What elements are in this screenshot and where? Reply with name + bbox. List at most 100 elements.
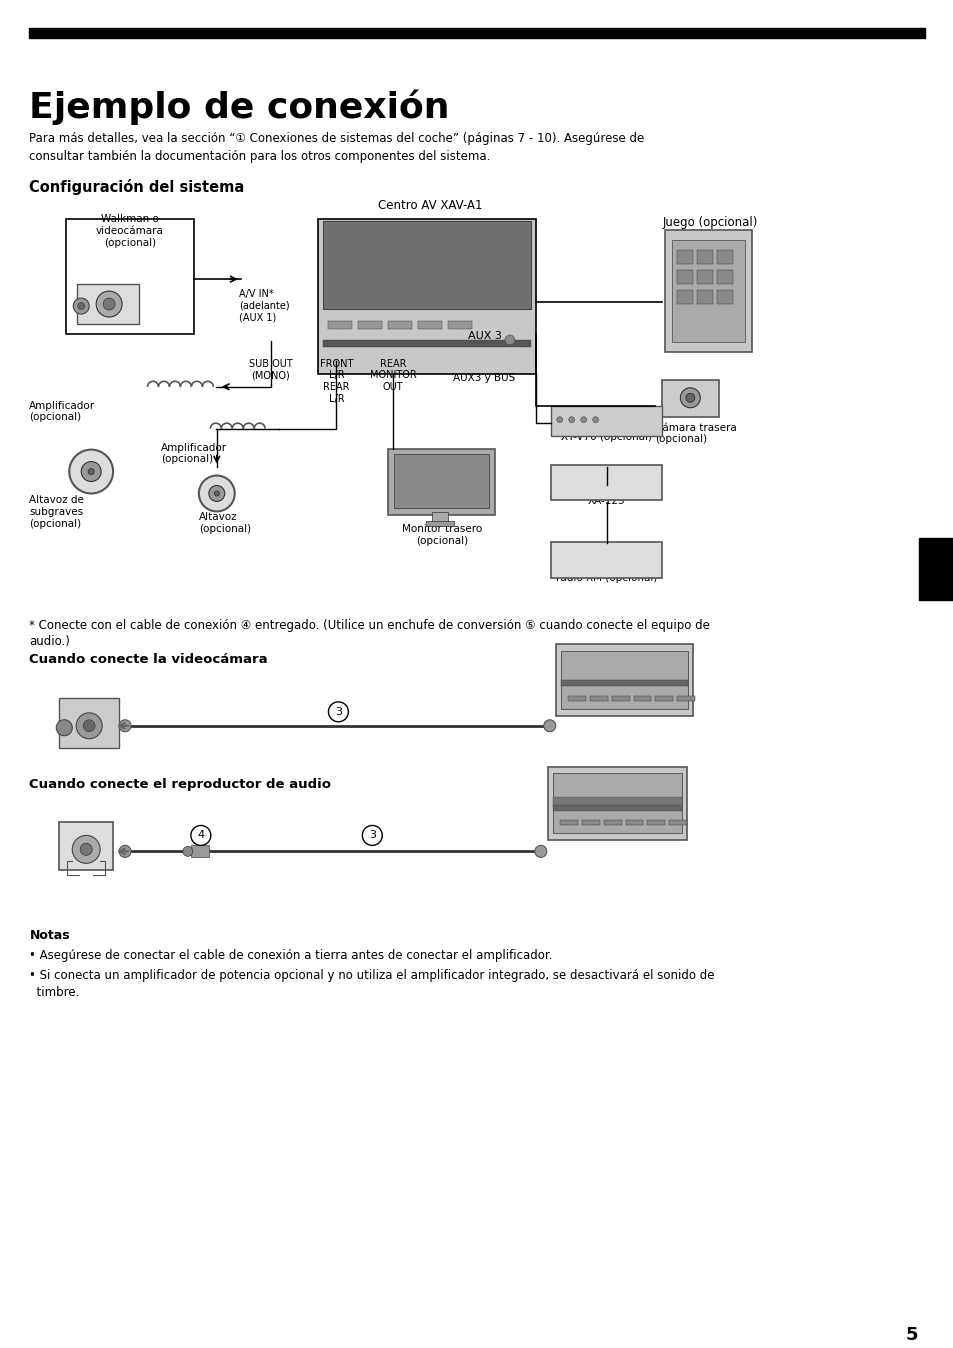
Bar	[550, 406, 661, 435]
Bar	[388, 449, 495, 515]
Text: Caja de conexiones
XA-123: Caja de conexiones XA-123	[556, 484, 657, 506]
Circle shape	[679, 388, 700, 407]
Bar	[59, 698, 119, 748]
Bar	[328, 321, 352, 329]
Bar	[432, 512, 448, 526]
Bar	[552, 772, 681, 833]
Bar	[550, 465, 661, 500]
Circle shape	[77, 302, 85, 310]
Circle shape	[592, 417, 598, 423]
Text: Sintonizador de TV
XT-V70 (opcional): Sintonizador de TV XT-V70 (opcional)	[557, 421, 655, 442]
Bar	[603, 821, 621, 825]
Text: Cámara trasera
(opcional): Cámara trasera (opcional)	[655, 423, 737, 445]
Bar	[697, 290, 713, 305]
Circle shape	[209, 485, 225, 501]
Text: 3: 3	[335, 706, 341, 717]
Circle shape	[80, 844, 92, 856]
Bar	[677, 696, 695, 701]
Bar	[665, 231, 751, 352]
Bar	[655, 696, 673, 701]
Bar	[59, 822, 113, 871]
Text: Cuando conecte el reproductor de audio: Cuando conecte el reproductor de audio	[30, 778, 331, 791]
Bar	[547, 767, 686, 840]
Text: Altavoz de
subgraves
(opcional): Altavoz de subgraves (opcional)	[30, 496, 84, 528]
Circle shape	[70, 450, 113, 493]
Text: AUX 2: AUX 2	[468, 297, 501, 306]
Bar	[66, 220, 193, 334]
Bar	[589, 696, 607, 701]
Bar	[669, 821, 686, 825]
Bar	[918, 538, 951, 600]
Bar	[30, 28, 923, 38]
Text: SUB OUT
(MONO): SUB OUT (MONO)	[249, 359, 293, 380]
Text: Notas: Notas	[30, 929, 70, 942]
Bar	[448, 321, 472, 329]
Circle shape	[685, 394, 694, 402]
Text: REAR
MONITOR
OUT: REAR MONITOR OUT	[370, 359, 416, 392]
Circle shape	[362, 825, 382, 845]
Bar	[560, 651, 688, 709]
Text: Altavoz
(opcional): Altavoz (opcional)	[198, 512, 251, 534]
Text: AUX 3: AUX 3	[468, 332, 501, 341]
Text: Centro AV XAV-A1: Centro AV XAV-A1	[377, 200, 482, 213]
Text: A/V IN*
(adelante)
(AUX 1): A/V IN* (adelante) (AUX 1)	[238, 288, 289, 322]
Bar	[625, 821, 643, 825]
Bar	[394, 454, 489, 508]
Bar	[323, 221, 530, 309]
Bar	[388, 321, 412, 329]
Circle shape	[119, 720, 131, 732]
Circle shape	[543, 720, 556, 732]
Circle shape	[535, 845, 546, 857]
Bar	[426, 522, 454, 526]
Bar	[358, 321, 382, 329]
Bar	[717, 251, 733, 264]
Text: FRONT
L/R
REAR
L/R: FRONT L/R REAR L/R	[319, 359, 353, 403]
Circle shape	[557, 417, 562, 423]
Circle shape	[183, 847, 193, 856]
Bar	[633, 696, 651, 701]
Circle shape	[328, 702, 348, 721]
Circle shape	[88, 469, 94, 474]
Text: consultar también la documentación para los otros componentes del sistema.: consultar también la documentación para …	[30, 150, 490, 163]
Bar	[697, 251, 713, 264]
Circle shape	[191, 825, 211, 845]
Text: * Conecte con el cable de conexión ④ entregado. (Utilice un enchufe de conversió: * Conecte con el cable de conexión ④ ent…	[30, 619, 710, 632]
Bar	[717, 290, 733, 305]
Circle shape	[72, 836, 100, 863]
Circle shape	[83, 720, 95, 732]
Bar	[677, 270, 693, 284]
Text: 4: 4	[197, 830, 204, 840]
Text: Amplificador
(opcional): Amplificador (opcional)	[161, 442, 227, 464]
Bar	[559, 821, 578, 825]
Text: Amplificador
(opcional): Amplificador (opcional)	[30, 400, 95, 422]
Circle shape	[103, 298, 115, 310]
Text: Cuando conecte la videocámara: Cuando conecte la videocámara	[30, 652, 268, 666]
Circle shape	[76, 713, 102, 739]
Bar	[550, 542, 661, 578]
Circle shape	[504, 334, 515, 345]
Bar	[677, 290, 693, 305]
Bar	[560, 679, 688, 686]
Text: Para más detalles, vea la sección “① Conexiones de sistemas del coche” (páginas : Para más detalles, vea la sección “① Con…	[30, 132, 644, 144]
Text: Sintonizador de
radio XM (opcional): Sintonizador de radio XM (opcional)	[556, 561, 657, 582]
Bar	[318, 220, 536, 373]
Circle shape	[580, 417, 586, 423]
Text: AUX3 y BUS: AUX3 y BUS	[453, 373, 515, 383]
Bar	[661, 380, 719, 417]
Circle shape	[81, 461, 101, 481]
Text: audio.): audio.)	[30, 635, 71, 648]
Text: Juego (opcional): Juego (opcional)	[661, 216, 757, 229]
Text: Configuración del sistema: Configuración del sistema	[30, 179, 244, 195]
Text: • Asegúrese de conectar el cable de conexión a tierra antes de conectar el ampli: • Asegúrese de conectar el cable de cone…	[30, 949, 553, 962]
Bar	[611, 696, 629, 701]
Bar	[191, 845, 209, 857]
Text: Monitor trasero
(opcional): Monitor trasero (opcional)	[401, 524, 481, 546]
Text: Ejemplo de conexión: Ejemplo de conexión	[30, 90, 450, 125]
Circle shape	[198, 476, 234, 511]
Bar	[697, 270, 713, 284]
Bar	[672, 240, 744, 342]
Text: • Si conecta un amplificador de potencia opcional y no utiliza el amplificador i: • Si conecta un amplificador de potencia…	[30, 969, 714, 981]
Text: timbre.: timbre.	[30, 985, 80, 999]
Bar	[552, 797, 681, 805]
Circle shape	[96, 291, 122, 317]
